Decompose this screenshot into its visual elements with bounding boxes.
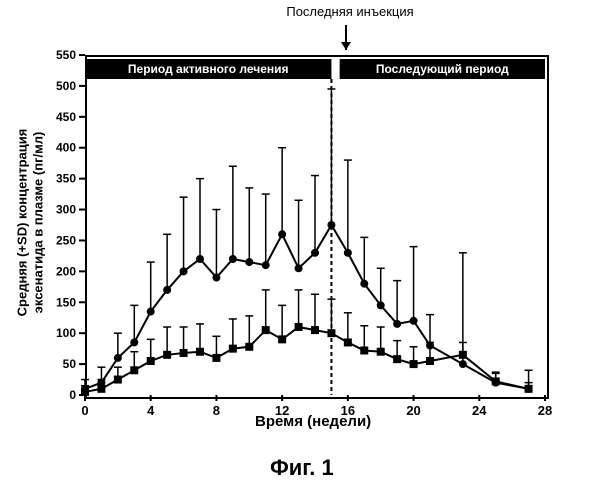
svg-text:28: 28 xyxy=(538,403,552,418)
svg-text:400: 400 xyxy=(56,141,76,155)
svg-text:100: 100 xyxy=(56,326,76,340)
svg-text:16: 16 xyxy=(341,403,355,418)
svg-text:150: 150 xyxy=(56,295,76,309)
svg-text:550: 550 xyxy=(56,48,76,62)
svg-text:250: 250 xyxy=(56,233,76,247)
svg-text:4: 4 xyxy=(147,403,155,418)
svg-text:8: 8 xyxy=(213,403,220,418)
svg-text:200: 200 xyxy=(56,264,76,278)
figure-container: Последняя инъекция Средняя (+SD) концент… xyxy=(0,0,592,500)
svg-text:Последующий период: Последующий период xyxy=(376,62,509,76)
svg-text:Период активного лечения: Период активного лечения xyxy=(128,62,289,76)
svg-text:24: 24 xyxy=(472,403,487,418)
svg-text:300: 300 xyxy=(56,203,76,217)
svg-text:500: 500 xyxy=(56,79,76,93)
svg-text:450: 450 xyxy=(56,110,76,124)
svg-text:20: 20 xyxy=(406,403,420,418)
chart-svg: Период активного лечения Последующий пери… xyxy=(0,0,592,500)
svg-text:0: 0 xyxy=(81,403,88,418)
svg-text:350: 350 xyxy=(56,172,76,186)
svg-text:12: 12 xyxy=(275,403,289,418)
svg-text:0: 0 xyxy=(69,388,76,402)
svg-text:50: 50 xyxy=(63,357,77,371)
